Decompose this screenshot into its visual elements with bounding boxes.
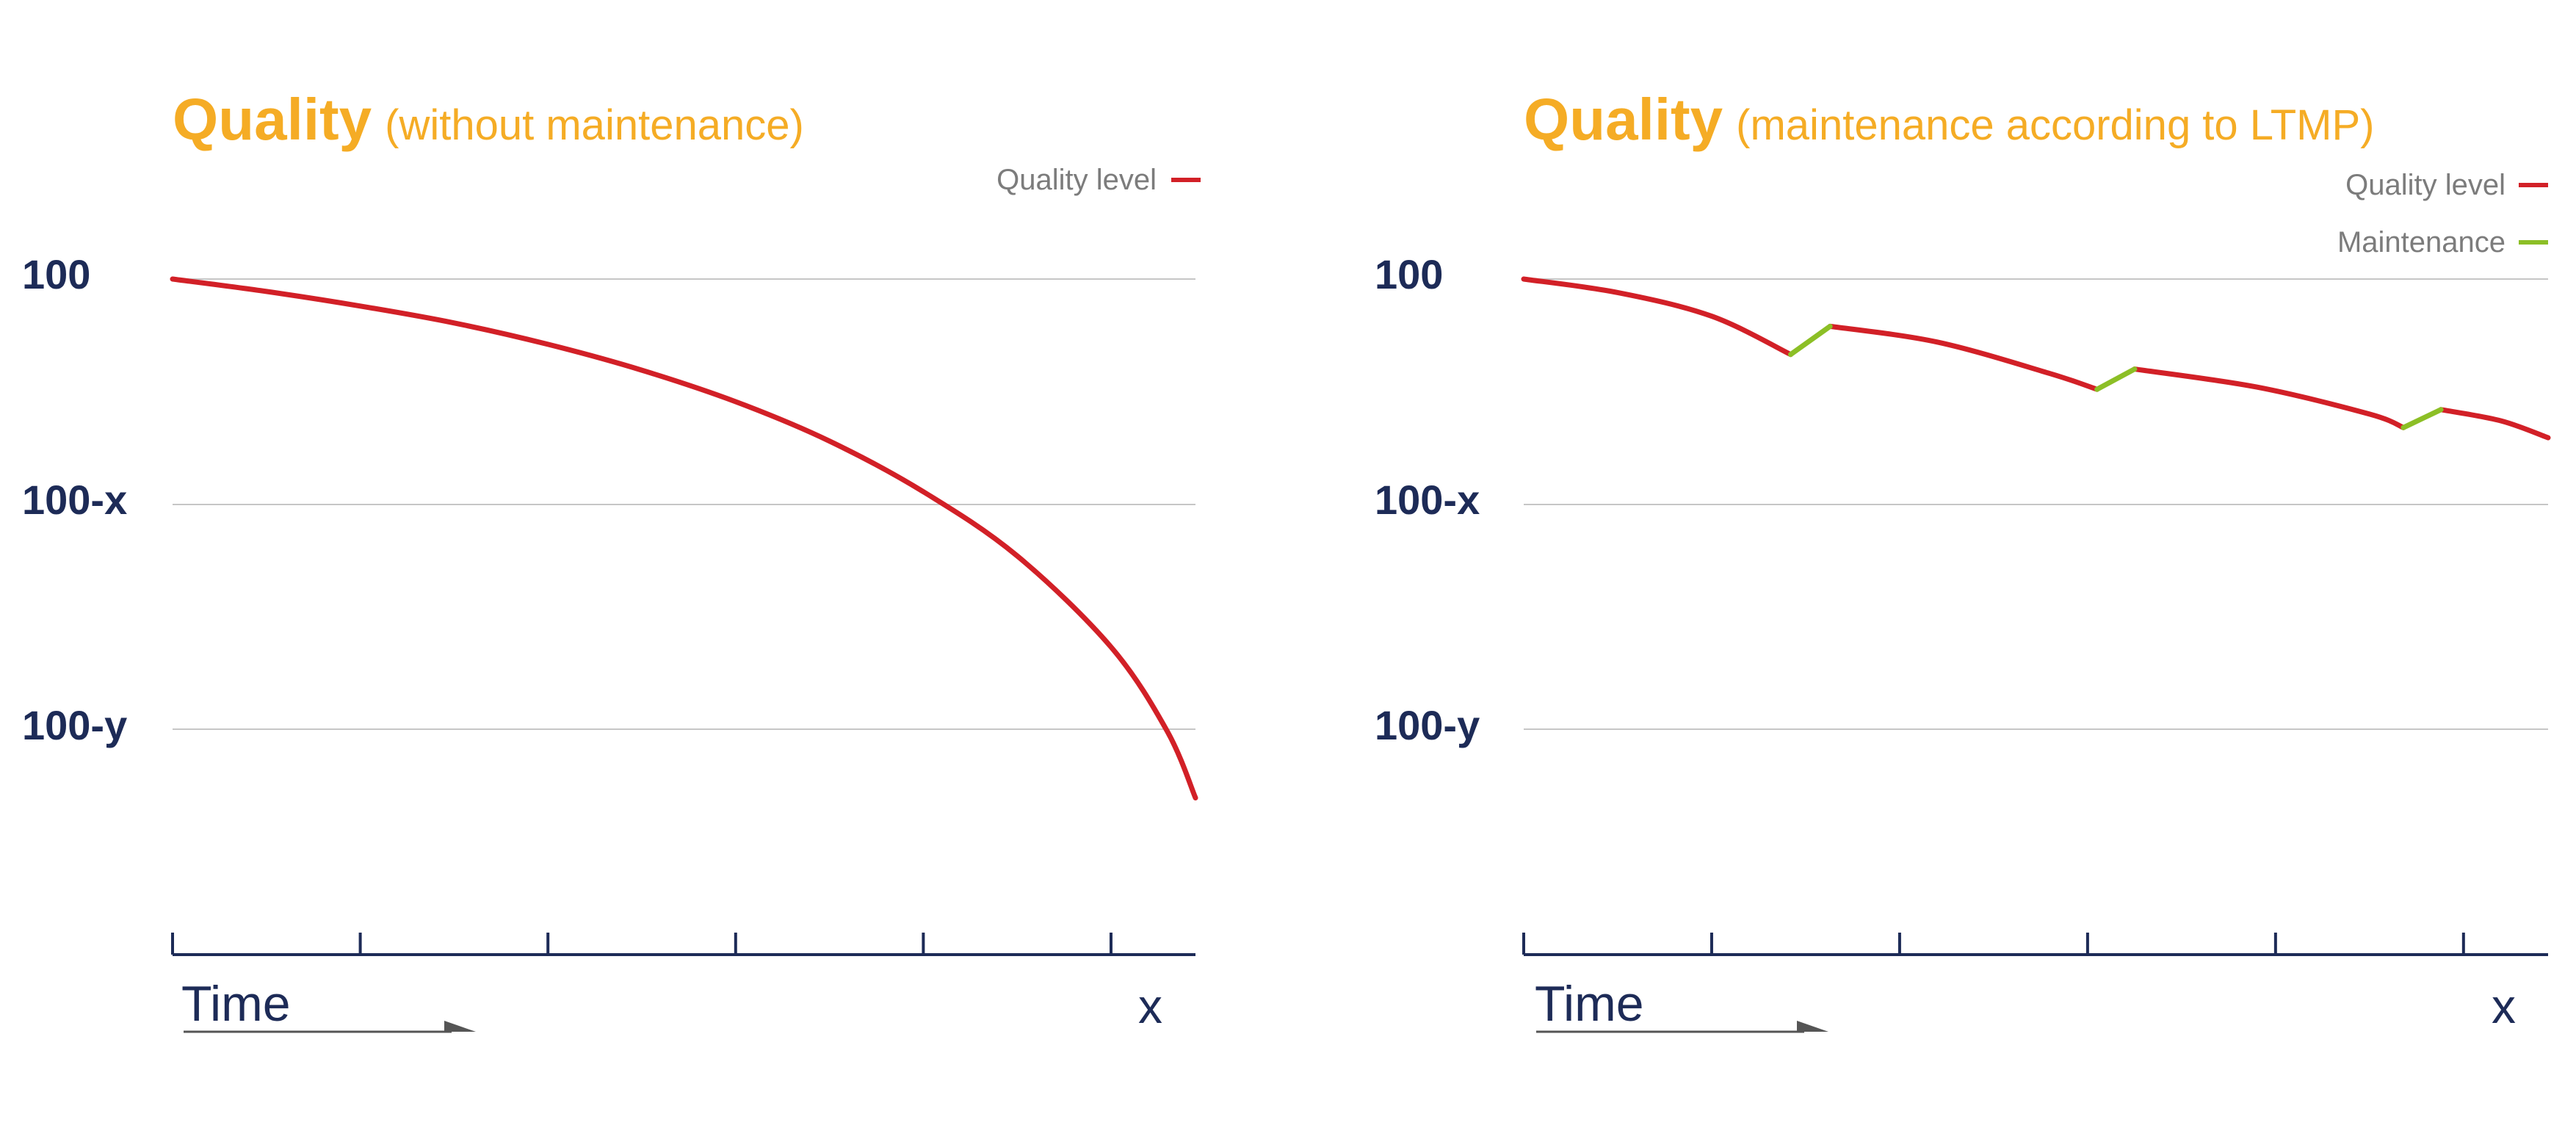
series-lines [170,276,1198,800]
series-lines [1521,276,2551,441]
ytick-label-100-x: 100-x [1375,477,1480,523]
series-line-quality-level-3 [2438,407,2551,441]
x-axis-ticks [171,933,1112,955]
legend-label-quality-level: Quality level [996,164,1157,196]
ytick-label-100-x: 100-x [22,477,127,523]
ytick-label-100: 100 [22,251,90,297]
ytick-label-100-y: 100-y [1375,702,1480,748]
series-line-quality-level-2 [2132,366,2406,430]
time-arrow-head-icon [444,1021,476,1032]
legend-label-quality-level: Quality level [2345,169,2506,201]
legend-label-maintenance: Maintenance [2337,226,2506,258]
x-axis-end-label: x [1138,979,1162,1033]
series-line-maintenance-1 [2094,366,2138,392]
series-line-quality-level-0 [170,276,1198,800]
chart-without-maintenance: Quality (without maintenance) Quality le… [22,87,1201,1033]
x-axis-ticks [1522,933,2465,955]
x-axis-end-label: x [2492,979,2516,1033]
ytick-label-100-y: 100-y [22,702,127,748]
x-axis-label-time: Time [1535,976,1644,1032]
x-axis-label-time: Time [181,976,291,1032]
series-line-quality-level-0 [1521,276,1793,358]
chart-title-main: Quality [1524,87,1723,152]
chart-title-left: Quality (without maintenance) [173,87,804,152]
chart-with-maintenance: Quality (maintenance according to LTMP) … [1375,87,2551,1033]
chart-subtitle: (maintenance according to LTMP) [1736,101,2374,149]
series-line-quality-level-1 [1827,323,2100,392]
chart-subtitle: (without maintenance) [385,101,804,149]
time-arrow-head-icon [1797,1021,1828,1032]
series-line-maintenance-0 [1788,323,1833,358]
chart-title-right: Quality (maintenance according to LTMP) [1524,87,2375,152]
ytick-label-100: 100 [1375,251,1443,297]
series-line-maintenance-2 [2400,407,2444,430]
chart-title-main: Quality [173,87,372,152]
